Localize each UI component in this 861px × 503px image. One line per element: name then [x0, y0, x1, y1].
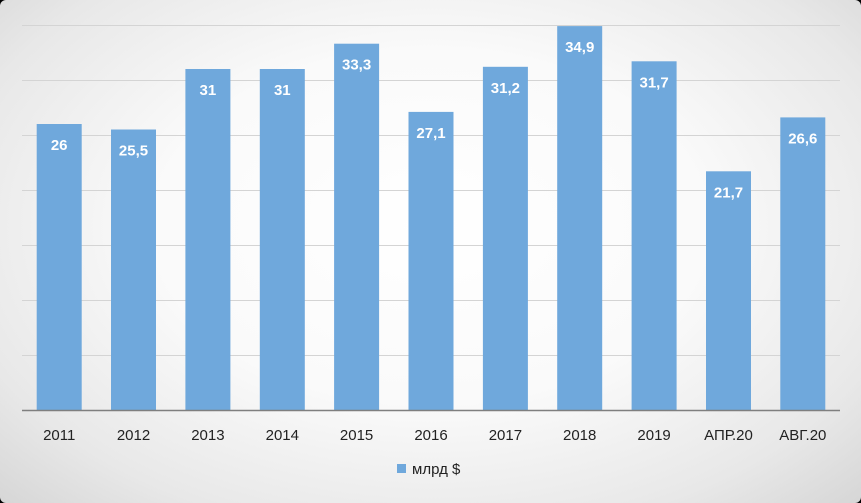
bar-2019: [631, 61, 677, 411]
x-tick-label: 2018: [563, 427, 596, 444]
data-label: 25,5: [119, 143, 148, 160]
data-label: 26,6: [788, 130, 817, 147]
data-label: 26: [51, 137, 68, 154]
x-tick-label: 2013: [191, 427, 224, 444]
bar-2017: [482, 66, 528, 411]
data-label: 31: [200, 82, 217, 99]
bar-2011: [36, 124, 82, 410]
data-label: 34,9: [565, 39, 594, 56]
x-tick-label: АПР.20: [704, 427, 753, 444]
bar-2016: [408, 111, 454, 411]
x-tick-label: 2015: [340, 427, 373, 444]
x-tick-label: АВГ.20: [779, 427, 826, 444]
x-tick-label: 2019: [637, 427, 670, 444]
data-label: 21,7: [714, 184, 743, 201]
bar-2018: [557, 26, 603, 410]
bar-АВГ.20: [780, 117, 826, 411]
bar-2013: [185, 69, 231, 410]
x-tick-label: 2016: [414, 427, 447, 444]
x-tick-label: 2014: [266, 427, 299, 444]
legend-swatch: [397, 464, 406, 473]
x-tick-label: 2017: [489, 427, 522, 444]
bar-2012: [111, 129, 156, 410]
bar-2014: [259, 69, 305, 410]
data-label: 27,1: [416, 125, 445, 142]
x-tick-label: 2012: [117, 427, 150, 444]
bar-2015: [334, 43, 380, 410]
legend-label: млрд $: [412, 461, 461, 478]
data-label: 31,7: [639, 74, 668, 91]
bar-АПР.20: [706, 171, 751, 410]
data-label: 33,3: [342, 57, 371, 74]
data-label: 31: [274, 82, 291, 99]
data-label: 31,2: [491, 80, 520, 97]
x-tick-label: 2011: [43, 427, 75, 444]
